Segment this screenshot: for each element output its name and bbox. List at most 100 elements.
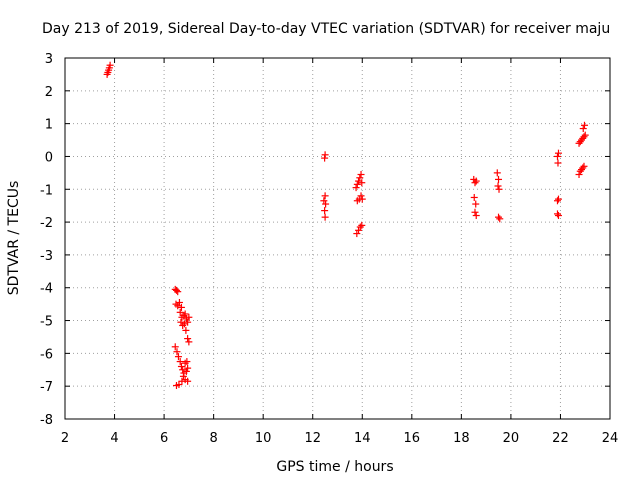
data-point	[183, 358, 191, 366]
chart-title: Day 213 of 2019, Sidereal Day-to-day VTE…	[42, 21, 610, 37]
data-point	[173, 348, 181, 356]
data-point	[493, 169, 501, 177]
data-point	[184, 364, 192, 372]
y-tick-labels: 3 2 1 0 -1 -2 -3 -4 -5 -6 -7 -8	[40, 52, 53, 428]
x-tick-label: 2	[61, 431, 69, 446]
data-point	[472, 212, 480, 220]
data-point	[495, 175, 503, 183]
y-tick-label: 1	[45, 118, 53, 133]
data-point	[553, 152, 561, 160]
data-point	[355, 177, 363, 185]
data-point	[172, 382, 180, 390]
data-point	[471, 208, 479, 216]
x-tick-label: 8	[209, 431, 217, 446]
data-point	[181, 310, 189, 318]
y-tick-label: 2	[45, 85, 53, 100]
data-point	[177, 303, 185, 311]
data-point	[184, 377, 192, 385]
data-point	[355, 226, 363, 234]
data-point	[581, 131, 589, 139]
data-point	[171, 343, 179, 351]
data-point	[106, 61, 114, 69]
data-point	[494, 182, 502, 190]
data-point	[180, 320, 188, 328]
data-points	[103, 61, 589, 390]
data-point	[579, 125, 587, 133]
data-point	[495, 213, 503, 221]
data-point	[358, 221, 366, 229]
data-point	[352, 184, 360, 192]
data-point	[321, 213, 329, 221]
data-point	[554, 159, 562, 167]
data-point	[321, 192, 329, 200]
x-tick-label: 22	[552, 431, 569, 446]
data-point	[356, 174, 364, 182]
y-tick-label: -8	[40, 413, 53, 428]
data-point	[172, 300, 180, 308]
data-point	[472, 200, 480, 208]
data-point	[185, 338, 193, 346]
x-tick-label: 10	[255, 431, 272, 446]
data-point	[357, 192, 365, 200]
data-point	[176, 358, 184, 366]
data-point	[353, 180, 361, 188]
data-point	[321, 151, 329, 159]
x-tick-labels: 2 4 6 8 10 12 14 16 18 20 22 24	[61, 431, 618, 446]
data-point	[553, 210, 561, 218]
data-point	[472, 177, 480, 185]
y-tick-label: 0	[45, 150, 53, 165]
data-point	[184, 335, 192, 343]
data-point	[176, 308, 184, 316]
axis-ticks	[64, 57, 611, 420]
x-axis-label: GPS time / hours	[276, 459, 393, 475]
data-point	[174, 353, 182, 361]
data-point	[174, 288, 182, 296]
x-tick-label: 12	[304, 431, 321, 446]
x-tick-label: 24	[602, 431, 619, 446]
data-point	[357, 171, 365, 179]
data-point	[184, 318, 192, 326]
data-point	[179, 321, 187, 329]
x-tick-label: 6	[160, 431, 168, 446]
data-point	[172, 286, 180, 294]
data-point	[177, 362, 185, 370]
data-point	[356, 223, 364, 231]
x-tick-label: 20	[503, 431, 520, 446]
data-point	[553, 197, 561, 205]
data-point	[358, 195, 366, 203]
gridlines	[65, 58, 610, 419]
y-axis-label: SDTVAR / TECUs	[6, 181, 22, 296]
y-tick-label: -3	[40, 249, 53, 264]
y-tick-label: -4	[40, 282, 53, 297]
data-point	[580, 162, 588, 170]
data-point	[554, 195, 562, 203]
data-point	[174, 302, 182, 310]
y-tick-label: -2	[40, 216, 53, 231]
y-tick-label: -1	[40, 183, 53, 198]
y-tick-label: 3	[45, 52, 53, 67]
data-point	[320, 197, 328, 205]
data-point	[177, 318, 185, 326]
data-point	[554, 212, 562, 220]
data-point	[575, 171, 583, 179]
data-point	[470, 193, 478, 201]
x-tick-label: 18	[453, 431, 470, 446]
data-point	[358, 179, 366, 187]
plot-border	[64, 57, 611, 420]
data-point	[471, 179, 479, 187]
data-point	[175, 298, 183, 306]
data-point	[495, 185, 503, 193]
data-point	[182, 367, 190, 375]
y-tick-label: -5	[40, 315, 53, 330]
data-point	[353, 230, 361, 238]
data-point	[182, 326, 190, 334]
data-point	[554, 149, 562, 157]
x-tick-label: 16	[404, 431, 421, 446]
data-point	[580, 121, 588, 129]
data-point	[322, 200, 330, 208]
y-tick-label: -7	[40, 380, 53, 395]
data-point	[179, 366, 187, 374]
data-point	[580, 133, 588, 141]
data-point	[321, 207, 329, 215]
